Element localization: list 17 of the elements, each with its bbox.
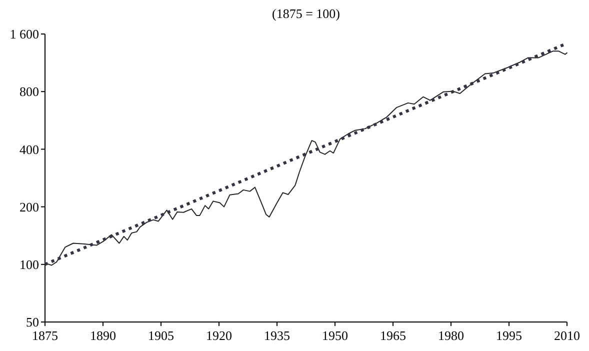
x-tick-label: 1935 [264, 328, 290, 343]
y-tick-label: 100 [20, 256, 39, 272]
y-tick-label: 1 600 [10, 26, 39, 42]
y-tick-label: 50 [26, 314, 39, 330]
x-tick-label: 1995 [496, 328, 522, 343]
x-tick-label: 1980 [438, 328, 464, 343]
y-tick-label: 400 [20, 142, 39, 157]
x-tick-label: 2010 [554, 328, 580, 343]
x-tick-label: 1875 [32, 328, 58, 343]
x-tick-label: 1950 [322, 328, 348, 343]
x-tick-label: 1905 [148, 328, 174, 343]
x-tick-label: 1890 [90, 328, 116, 343]
x-tick-label: 1920 [206, 328, 232, 343]
x-tick-label: 1965 [380, 328, 406, 343]
chart-title: (1875 = 100) [272, 6, 340, 21]
y-tick-label: 200 [20, 199, 39, 214]
y-tick-label: 800 [20, 84, 39, 100]
